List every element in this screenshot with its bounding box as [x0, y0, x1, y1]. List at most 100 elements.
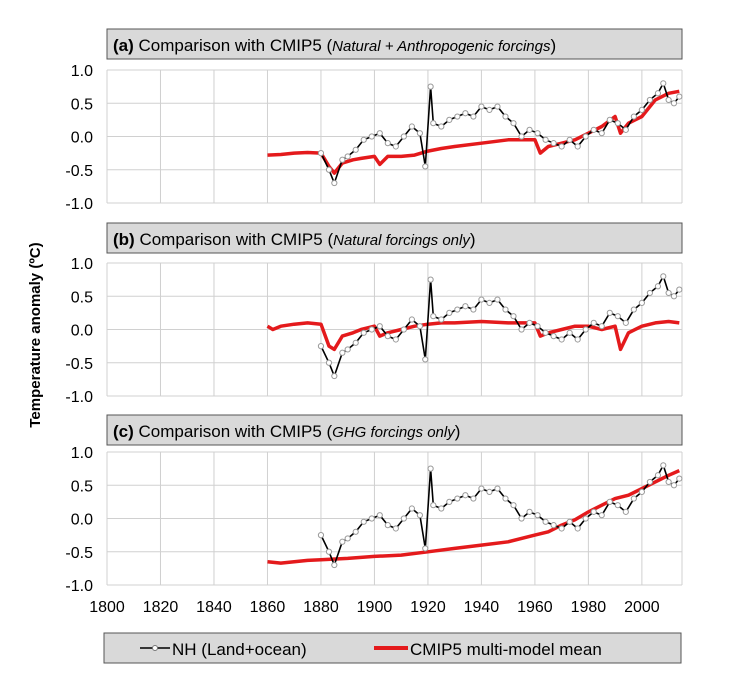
data-point-observation [392, 336, 399, 343]
legend-item-model: CMIP5 multi-model mean [374, 640, 602, 659]
data-point-observation [416, 130, 424, 137]
data-point-observation [630, 306, 637, 313]
data-point-observation [550, 140, 557, 147]
data-point-observation [408, 123, 415, 130]
panel-a: (a) Comparison with CMIP5 (Natural + Ant… [65, 28, 683, 213]
data-point-observation [478, 296, 485, 303]
gridlines [106, 262, 683, 397]
series-line-cmip5 [267, 468, 681, 565]
data-point-observation [590, 508, 597, 515]
data-point-observation [454, 113, 461, 120]
data-point-observation [470, 306, 477, 313]
data-point-observation [384, 522, 391, 529]
data-point-observation [606, 116, 613, 123]
data-point-observation [494, 103, 501, 110]
data-point-observation [606, 309, 613, 316]
panel-title-box [106, 28, 683, 60]
data-point-observation [622, 126, 629, 133]
data-point-observation [670, 100, 678, 107]
gridlines [106, 451, 683, 586]
legend: NH (Land+ocean) CMIP5 multi-model mean [103, 632, 682, 664]
data-point-observation [590, 126, 597, 133]
data-point-observation [376, 512, 383, 519]
data-point-observation [526, 126, 533, 133]
x-tick-label: 1880 [303, 599, 339, 616]
data-point-observation [392, 143, 399, 150]
x-tick-label: 1800 [89, 599, 125, 616]
data-point-observation [325, 548, 333, 555]
data-point-observation [582, 133, 589, 140]
data-point-observation [486, 299, 493, 306]
data-point-observation [614, 313, 621, 320]
data-point-observation [368, 515, 375, 522]
x-tick-label: 1900 [357, 599, 393, 616]
y-tick-label: -1.0 [65, 196, 93, 213]
data-point-observation [654, 90, 662, 97]
data-point-observation [660, 462, 667, 469]
data-point-observation [352, 339, 359, 346]
gridlines [106, 69, 683, 204]
data-point-observation [446, 116, 453, 123]
data-point-observation [606, 498, 613, 505]
panel-title-italic: GHG forcings only [332, 424, 456, 441]
data-point-observation [438, 123, 445, 130]
data-point-observation [478, 103, 485, 110]
data-point-observation [598, 130, 605, 137]
x-axis: 1800 1820 1840 1860 1880 1900 1920 1940 1960 1980… [89, 599, 660, 616]
data-point-observation [614, 502, 621, 509]
data-point-observation [676, 475, 683, 482]
y-tick-label: 0.0 [71, 323, 93, 340]
panel-title-label: (b) [113, 230, 135, 249]
legend-label-observations: NH (Land+ocean) [172, 640, 307, 659]
data-point-observation [360, 329, 367, 336]
y-tick-label: -1.0 [65, 578, 93, 595]
data-point-observation [542, 518, 549, 525]
legend-item-observations: NH (Land+ocean) [140, 640, 307, 659]
data-point-observation [422, 163, 429, 170]
data-point-observation [582, 326, 589, 333]
data-point-observation [317, 532, 325, 539]
y-tick-label: 0.0 [71, 512, 93, 529]
data-point-observation [325, 359, 333, 366]
data-point-observation [427, 276, 434, 283]
data-point-observation [317, 343, 325, 350]
data-point-observation [408, 316, 415, 323]
data-point-observation [660, 80, 667, 87]
data-point-observation [574, 336, 581, 343]
data-point-observation [574, 143, 581, 150]
data-point-observation [665, 96, 672, 104]
data-point-observation [510, 313, 517, 320]
series-line-cmip5 [266, 319, 680, 352]
panel-title: (a) Comparison with CMIP5 (Natural + Ant… [113, 36, 556, 55]
data-point-observation [486, 488, 493, 495]
data-point-observation [470, 495, 477, 502]
data-point-observation [331, 561, 338, 569]
panel-title-main: Comparison with CMIP5 ( [135, 230, 334, 249]
data-point-observation [646, 478, 654, 486]
y-tick-label: 0.0 [71, 130, 93, 147]
data-point-observation [558, 525, 565, 532]
data-point-observation [427, 465, 434, 472]
data-point-observation [486, 106, 493, 114]
data-point-observation [614, 120, 621, 127]
data-point-observation [534, 130, 541, 137]
x-tick-label: 1960 [517, 599, 553, 616]
data-point-observation [582, 515, 589, 522]
data-point-observation [676, 286, 683, 293]
data-point-observation [470, 113, 477, 120]
panel-title-end: ) [551, 36, 557, 55]
data-point-observation [344, 535, 351, 542]
panel-title-main: Comparison with CMIP5 ( [134, 422, 333, 441]
data-point-observation [462, 110, 469, 117]
data-point-observation [430, 120, 437, 127]
data-point-observation [368, 133, 375, 140]
y-tick-label: 1.0 [71, 445, 93, 462]
panel-c: (c) Comparison with CMIP5 (GHG forcings … [65, 414, 683, 595]
data-point-observation [422, 545, 429, 552]
data-point-observation [422, 356, 429, 363]
legend-box [103, 632, 682, 664]
data-point-observation [598, 323, 605, 330]
data-point-observation [427, 83, 434, 90]
data-point-observation [384, 140, 391, 147]
x-tick-label: 2000 [624, 599, 660, 616]
